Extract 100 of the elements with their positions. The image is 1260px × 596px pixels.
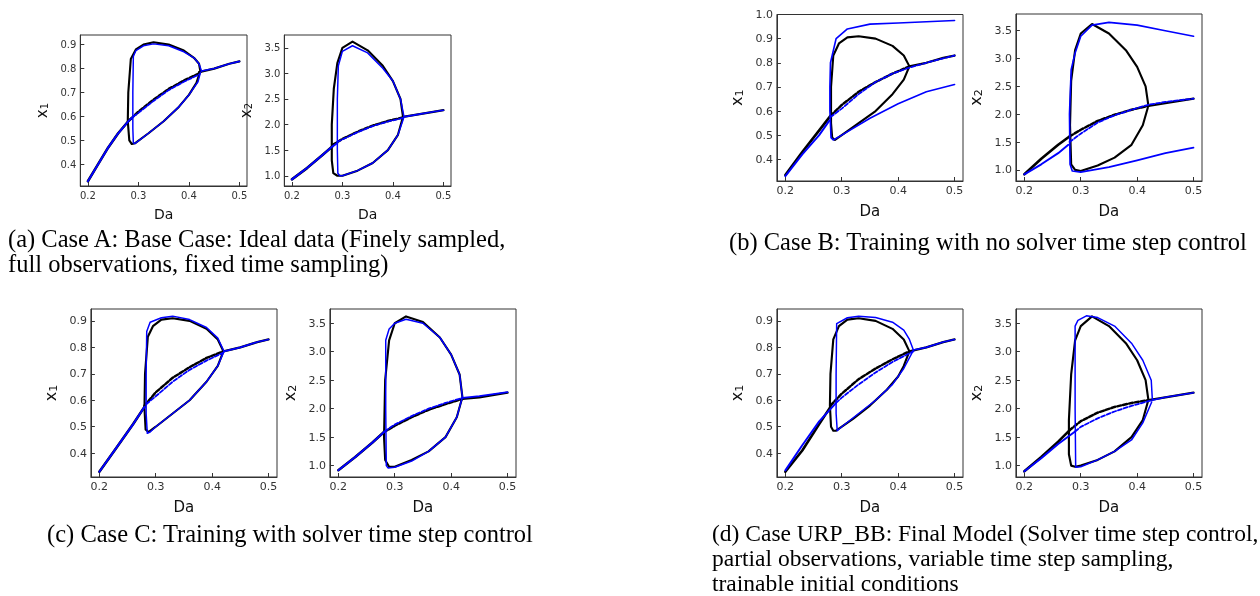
x-tick-label: 0.5 bbox=[945, 184, 964, 197]
x-tick-label: 0.4 bbox=[889, 184, 907, 197]
x-tick-label: 0.3 bbox=[386, 480, 404, 493]
y-tick-label: 2.5 bbox=[308, 373, 326, 387]
x-axis-title: Da bbox=[412, 497, 434, 516]
y-tick-label: 0.7 bbox=[755, 80, 773, 94]
x-axis-title: Da bbox=[357, 206, 378, 222]
x-tick-label: 0.2 bbox=[90, 480, 109, 493]
y-tick-label: 0.6 bbox=[60, 110, 77, 122]
x-tick-label: 0.2 bbox=[329, 480, 348, 493]
y-axis-title: x2 bbox=[965, 89, 985, 106]
x-tick-label: 0.4 bbox=[384, 189, 401, 201]
x-axis-title: Da bbox=[1098, 201, 1120, 220]
y-tick-label: 3.0 bbox=[308, 345, 326, 359]
x-tick-label: 0.3 bbox=[130, 189, 147, 201]
x-tick-label: 0.2 bbox=[79, 189, 96, 201]
x-tick-label: 0.4 bbox=[1128, 480, 1146, 493]
y-tick-label: 1.0 bbox=[994, 163, 1012, 177]
x-tick-label: 0.4 bbox=[889, 480, 907, 493]
x-tick-label: 0.5 bbox=[1184, 480, 1203, 493]
y-tick-label: 2.0 bbox=[308, 402, 326, 416]
y-tick-label: 0.8 bbox=[60, 63, 77, 75]
x-axis-title: Da bbox=[859, 201, 881, 220]
y-tick-label: 3.0 bbox=[994, 52, 1012, 66]
x-tick-label: 0.2 bbox=[776, 184, 795, 197]
y-tick-label: 3.0 bbox=[994, 345, 1012, 359]
x-tick-label: 0.5 bbox=[498, 480, 517, 493]
y-tick-label: 0.4 bbox=[69, 446, 87, 460]
x-tick-label: 0.2 bbox=[1015, 184, 1034, 197]
y-axis-title: x1 bbox=[726, 89, 746, 106]
x-tick-label: 0.4 bbox=[203, 480, 221, 493]
y-tick-label: 0.7 bbox=[60, 87, 77, 99]
x-tick-label: 0.3 bbox=[1072, 480, 1090, 493]
y-tick-label: 2.5 bbox=[994, 373, 1012, 387]
text: (a) Case A: Base Case: Ideal data (Finely sampled, full observations, fixed time sampling) bbox=[8, 225, 507, 277]
text: (d) Case URP_BB: Final Model (Solver time step control, partial observations, variable time step sampling, trainable initial conditions bbox=[712, 520, 1260, 596]
y-tick-label: 0.9 bbox=[69, 314, 87, 328]
y-tick-label: 0.5 bbox=[755, 420, 773, 434]
y-tick-label: 0.8 bbox=[69, 340, 87, 354]
x-tick-label: 0.4 bbox=[1128, 184, 1146, 197]
y-tick-label: 3.0 bbox=[264, 67, 281, 79]
y-tick-label: 0.7 bbox=[755, 367, 773, 381]
y-tick-label: 0.5 bbox=[755, 128, 773, 142]
y-axis-title: x1 bbox=[32, 102, 51, 119]
y-tick-label: 3.5 bbox=[994, 24, 1012, 38]
y-tick-label: 1.0 bbox=[994, 459, 1012, 473]
x-axis-title: Da bbox=[1098, 497, 1120, 516]
y-tick-label: 2.5 bbox=[994, 79, 1012, 93]
y-tick-label: 3.5 bbox=[994, 316, 1012, 330]
x-tick-label: 0.3 bbox=[147, 480, 165, 493]
y-tick-label: 1.5 bbox=[994, 430, 1012, 444]
text: (b) Case B: Training with no solver time step control bbox=[728, 228, 1248, 255]
y-tick-label: 0.6 bbox=[755, 104, 773, 118]
x-axis-title: Da bbox=[153, 206, 174, 222]
y-tick-label: 0.5 bbox=[60, 134, 77, 146]
x-tick-label: 0.2 bbox=[776, 480, 795, 493]
y-tick-label: 1.5 bbox=[994, 135, 1012, 149]
x-tick-label: 0.4 bbox=[180, 189, 197, 201]
y-tick-label: 1.0 bbox=[264, 170, 281, 182]
y-axis-title: x1 bbox=[726, 384, 746, 402]
y-tick-label: 0.9 bbox=[755, 32, 773, 46]
y-tick-label: 1.0 bbox=[308, 459, 326, 473]
x-tick-label: 0.3 bbox=[1072, 184, 1090, 197]
y-tick-label: 1.5 bbox=[308, 430, 326, 444]
y-tick-label: 2.0 bbox=[994, 107, 1012, 121]
y-tick-label: 0.4 bbox=[755, 152, 773, 166]
text: (c) Case C: Training with solver time step control bbox=[46, 520, 534, 547]
x-tick-label: 0.4 bbox=[442, 480, 460, 493]
y-tick-label: 0.6 bbox=[755, 393, 773, 407]
y-tick-label: 0.4 bbox=[60, 158, 77, 170]
y-axis-title: x2 bbox=[965, 384, 985, 402]
x-tick-label: 0.5 bbox=[231, 189, 248, 201]
y-tick-label: 2.0 bbox=[994, 402, 1012, 416]
y-tick-label: 2.5 bbox=[264, 93, 281, 105]
y-tick-label: 2.0 bbox=[264, 119, 281, 131]
x-tick-label: 0.3 bbox=[334, 189, 351, 201]
x-tick-label: 0.3 bbox=[833, 184, 851, 197]
y-tick-label: 1.0 bbox=[755, 8, 773, 21]
y-axis-title: x1 bbox=[40, 384, 60, 402]
y-tick-label: 0.7 bbox=[69, 367, 87, 381]
x-tick-label: 0.3 bbox=[833, 480, 851, 493]
y-tick-label: 0.9 bbox=[60, 39, 77, 51]
x-axis-title: Da bbox=[859, 497, 881, 516]
y-tick-label: 0.8 bbox=[755, 340, 773, 354]
y-tick-label: 0.9 bbox=[755, 314, 773, 328]
x-tick-label: 0.5 bbox=[435, 189, 452, 201]
y-axis-title: x2 bbox=[279, 384, 299, 402]
x-tick-label: 0.2 bbox=[1015, 480, 1034, 493]
x-tick-label: 0.5 bbox=[1184, 184, 1203, 197]
y-tick-label: 0.8 bbox=[755, 56, 773, 70]
x-tick-label: 0.2 bbox=[283, 189, 300, 201]
y-tick-label: 0.5 bbox=[69, 420, 87, 434]
x-tick-label: 0.5 bbox=[945, 480, 964, 493]
y-tick-label: 1.5 bbox=[264, 144, 281, 156]
y-tick-label: 3.5 bbox=[264, 42, 281, 54]
y-tick-label: 0.6 bbox=[69, 393, 87, 407]
y-tick-label: 0.4 bbox=[755, 446, 773, 460]
x-axis-title: Da bbox=[173, 497, 195, 516]
y-axis-title: x2 bbox=[236, 102, 255, 119]
y-tick-label: 3.5 bbox=[308, 316, 326, 330]
